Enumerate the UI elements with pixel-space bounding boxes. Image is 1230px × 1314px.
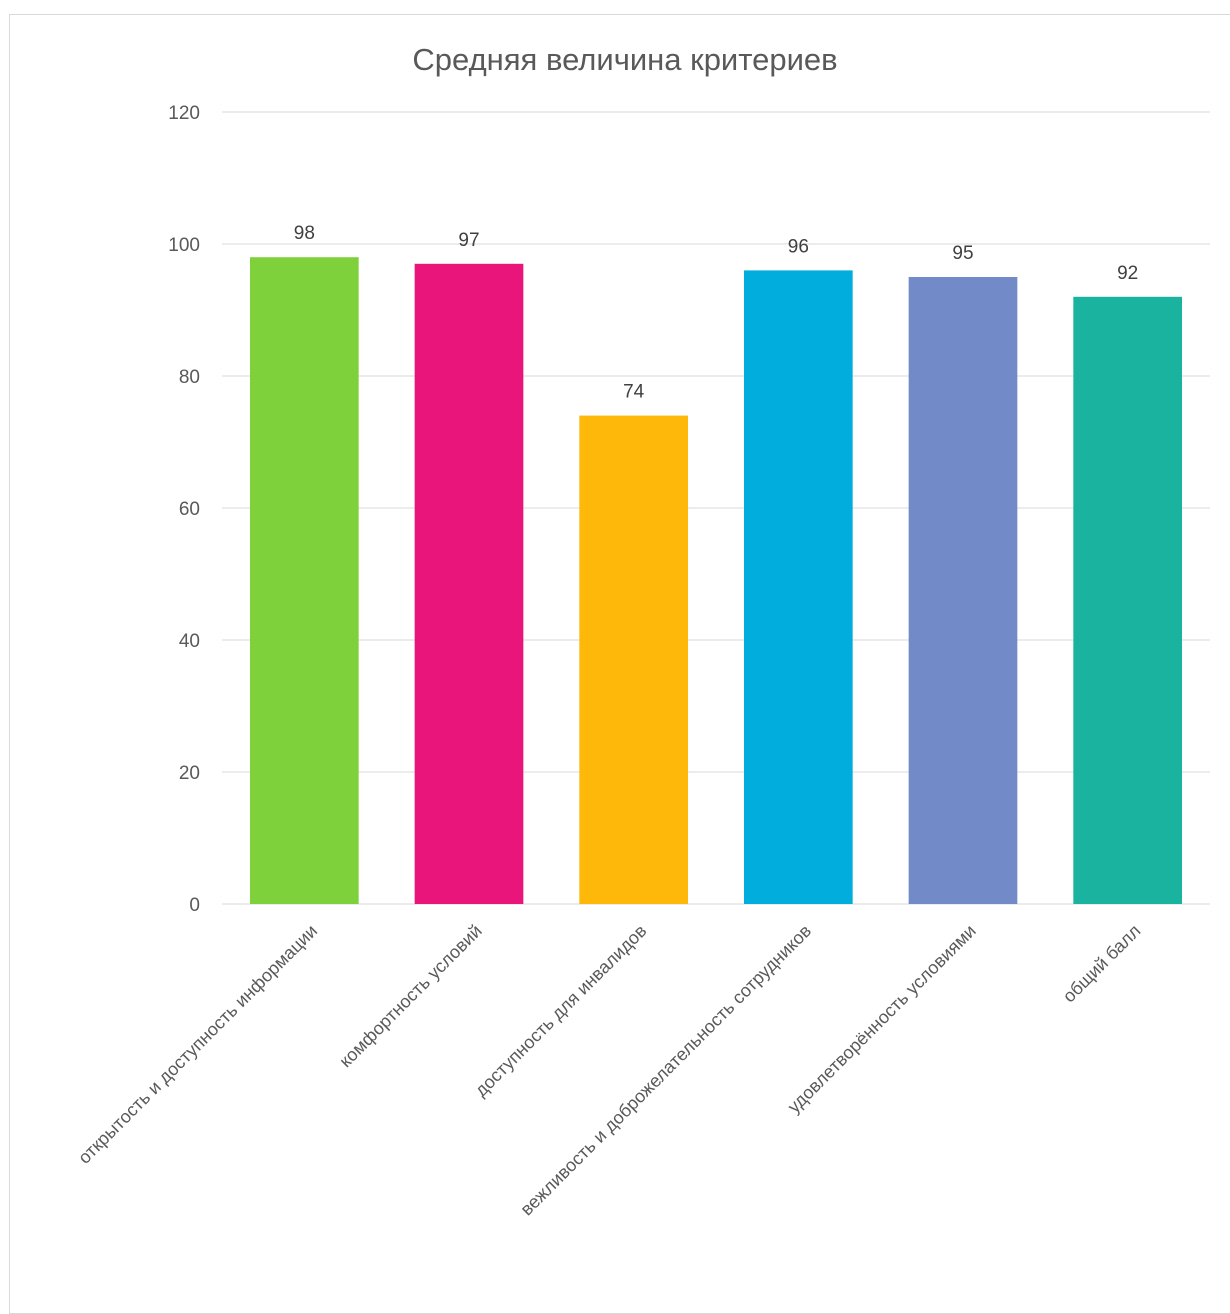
chart-title: Средняя величина критериев [412, 42, 837, 77]
y-tick-label: 80 [179, 367, 200, 388]
bar [1073, 296, 1183, 904]
bar [743, 270, 853, 904]
bars [249, 257, 1183, 904]
y-tick-label: 0 [189, 895, 200, 916]
category-label: общий балл [1059, 921, 1145, 1007]
category-label: удовлетворённость условиями [784, 921, 980, 1117]
category-label: открытость и доступность информации [74, 921, 321, 1168]
data-label: 97 [458, 230, 479, 251]
category-label: доступность для инвалидов [471, 921, 651, 1101]
bar [908, 277, 1018, 904]
data-labels: 98 97 74 96 95 92 [294, 223, 1138, 402]
y-tick-label: 120 [168, 103, 200, 124]
data-label: 95 [952, 243, 973, 264]
data-label: 98 [294, 223, 315, 244]
y-tick-label: 40 [179, 631, 200, 652]
bar [249, 257, 359, 904]
y-tick-label: 100 [168, 235, 200, 256]
category-label: комфортность условий [335, 921, 486, 1072]
data-label: 74 [623, 382, 645, 403]
y-tick-label: 60 [179, 499, 200, 520]
data-label: 96 [788, 236, 809, 257]
gridlines [222, 111, 1210, 905]
y-tick-label: 20 [179, 763, 200, 784]
bar [579, 415, 689, 904]
data-label: 92 [1117, 263, 1138, 284]
category-label: вежливость и доброжелательность сотрудни… [516, 921, 815, 1220]
y-axis-ticks: 0 20 40 60 80 100 120 [168, 103, 200, 916]
category-labels: открытость и доступность информации комфо… [74, 921, 1144, 1220]
bar [414, 263, 524, 904]
